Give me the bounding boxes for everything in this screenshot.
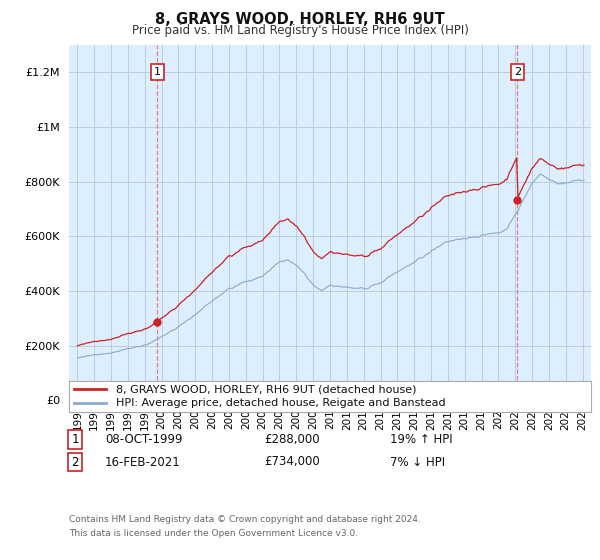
Text: 8, GRAYS WOOD, HORLEY, RH6 9UT: 8, GRAYS WOOD, HORLEY, RH6 9UT (155, 12, 445, 27)
Text: 1: 1 (154, 67, 161, 77)
Text: This data is licensed under the Open Government Licence v3.0.: This data is licensed under the Open Gov… (69, 529, 358, 538)
Text: £734,000: £734,000 (264, 455, 320, 469)
Text: 2: 2 (514, 67, 521, 77)
Text: Price paid vs. HM Land Registry's House Price Index (HPI): Price paid vs. HM Land Registry's House … (131, 24, 469, 37)
Text: HPI: Average price, detached house, Reigate and Banstead: HPI: Average price, detached house, Reig… (116, 398, 446, 408)
Text: 19% ↑ HPI: 19% ↑ HPI (390, 433, 452, 446)
Text: Contains HM Land Registry data © Crown copyright and database right 2024.: Contains HM Land Registry data © Crown c… (69, 515, 421, 524)
Text: 16-FEB-2021: 16-FEB-2021 (105, 455, 181, 469)
Text: 2: 2 (71, 455, 79, 469)
Text: 08-OCT-1999: 08-OCT-1999 (105, 433, 182, 446)
Text: 7% ↓ HPI: 7% ↓ HPI (390, 455, 445, 469)
Text: 8, GRAYS WOOD, HORLEY, RH6 9UT (detached house): 8, GRAYS WOOD, HORLEY, RH6 9UT (detached… (116, 384, 416, 394)
Text: £288,000: £288,000 (264, 433, 320, 446)
Text: 1: 1 (71, 433, 79, 446)
